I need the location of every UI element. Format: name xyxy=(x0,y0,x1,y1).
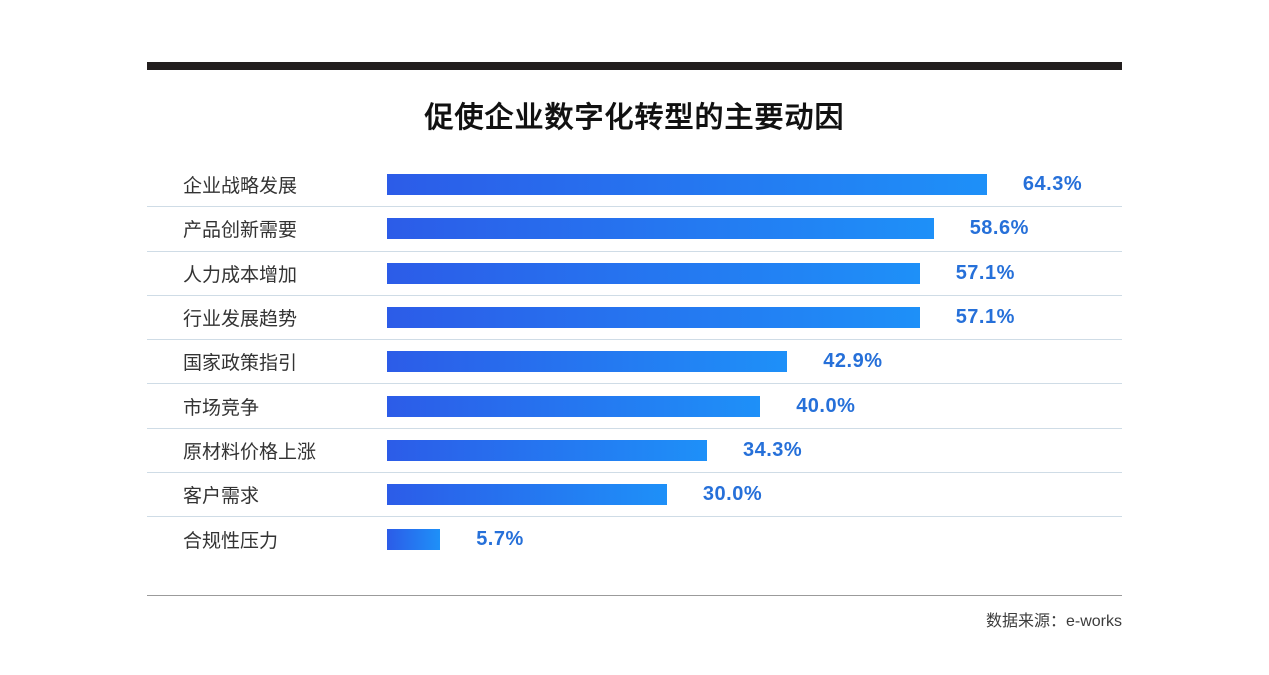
bar-track: 5.7% xyxy=(387,528,1122,551)
bar-track: 64.3% xyxy=(387,173,1122,196)
category-label: 国家政策指引 xyxy=(183,353,298,375)
bar xyxy=(387,439,707,461)
chart-row: 行业发展趋势 57.1% xyxy=(147,296,1122,341)
chart-row: 原材料价格上涨 34.3% xyxy=(147,429,1122,474)
bar xyxy=(387,307,920,329)
bar xyxy=(387,395,761,417)
top-accent-rule xyxy=(147,62,1122,70)
value-label: 5.7% xyxy=(476,527,524,550)
chart-row: 市场竞争 40.0% xyxy=(147,384,1122,429)
value-label: 57.1% xyxy=(955,306,1015,329)
value-label: 30.0% xyxy=(702,483,763,506)
value-label: 58.6% xyxy=(969,217,1029,240)
chart-row: 合规性压力 5.7% xyxy=(147,517,1122,560)
chart-row: 客户需求 30.0% xyxy=(147,473,1122,518)
value-label: 57.1% xyxy=(955,261,1015,284)
bar xyxy=(387,351,788,373)
category-label: 行业发展趋势 xyxy=(183,309,298,331)
chart-row: 国家政策指引 42.9% xyxy=(147,340,1122,385)
bar-track: 30.0% xyxy=(387,483,1122,506)
bar-track: 42.9% xyxy=(387,350,1122,373)
bar-track: 58.6% xyxy=(387,217,1122,240)
chart-row: 产品创新需要 58.6% xyxy=(147,207,1122,252)
bar-track: 57.1% xyxy=(387,306,1122,329)
category-label: 市场竞争 xyxy=(183,397,260,419)
category-label: 客户需求 xyxy=(183,486,260,508)
category-label: 合规性压力 xyxy=(183,530,279,552)
chart-row: 人力成本增加 57.1% xyxy=(147,252,1122,296)
bar xyxy=(387,528,441,550)
value-label: 64.3% xyxy=(1022,173,1083,196)
data-source-note: 数据来源：e-works xyxy=(985,613,1122,630)
category-label: 人力成本增加 xyxy=(183,264,298,286)
footer-divider xyxy=(147,595,1122,596)
bar xyxy=(387,218,934,240)
category-label: 企业战略发展 xyxy=(183,176,298,198)
bar xyxy=(387,484,667,506)
chart-row: 企业战略发展 64.3% xyxy=(147,163,1122,208)
bar-track: 34.3% xyxy=(387,439,1122,462)
page-title: 促使企业数字化转型的主要动因 xyxy=(424,102,845,134)
category-label: 原材料价格上涨 xyxy=(183,441,317,463)
bar-track: 57.1% xyxy=(387,262,1122,285)
value-label: 34.3% xyxy=(743,438,803,461)
value-label: 42.9% xyxy=(823,350,883,373)
value-label: 40.0% xyxy=(796,394,856,417)
bar xyxy=(387,174,987,196)
bar-track: 40.0% xyxy=(387,395,1122,418)
category-label: 产品创新需要 xyxy=(183,220,298,242)
bar-chart: 企业战略发展 64.3% 产品创新需要 58.6% 人力成本增加 57.1% 行… xyxy=(147,163,1122,561)
bar xyxy=(387,262,920,284)
